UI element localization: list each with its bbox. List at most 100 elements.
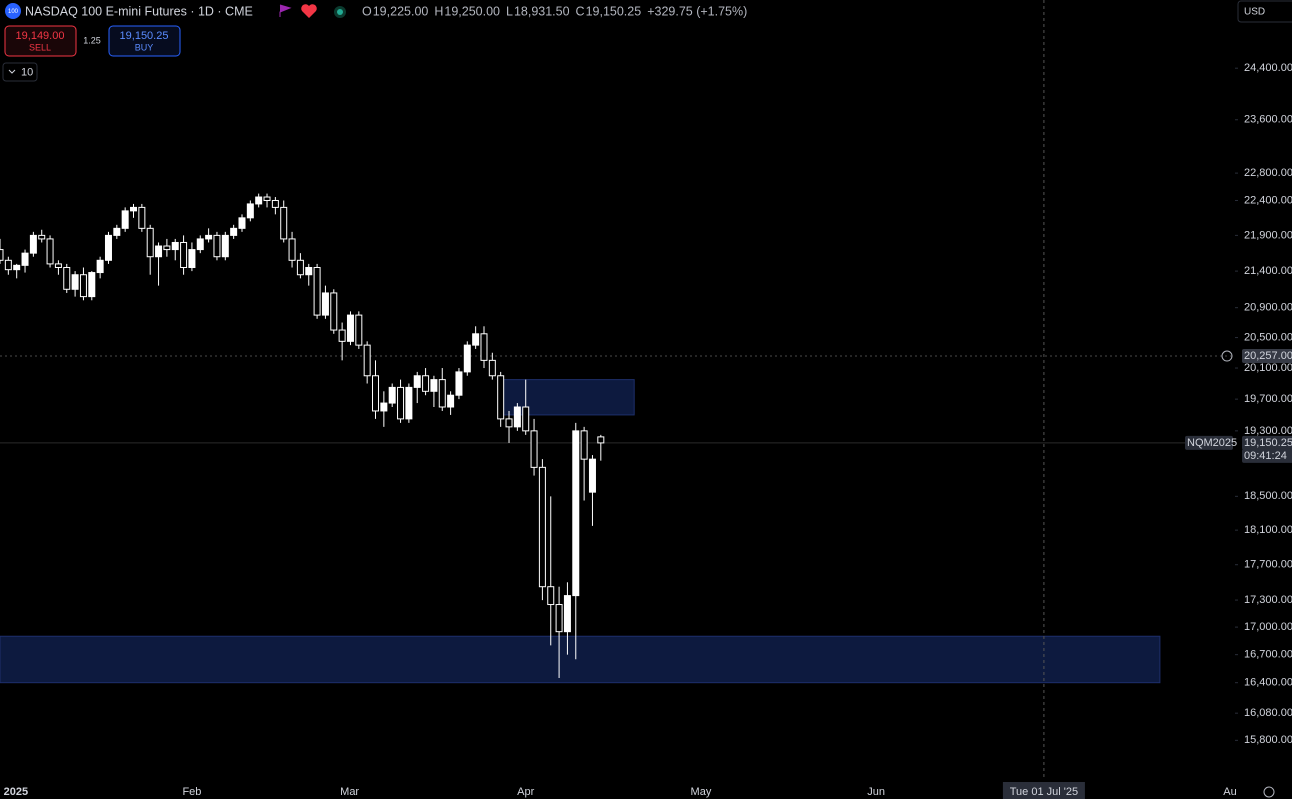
candle-body	[4, 259, 12, 271]
candle-body	[196, 238, 204, 251]
x-tick-label: May	[691, 786, 712, 798]
candle-body	[171, 241, 179, 251]
axes: 24,400.00 23,600.00 22,800.00 22,400.00 21,9…	[4, 62, 1292, 799]
currency: USD	[1244, 7, 1265, 18]
logo-text: 100	[8, 9, 19, 15]
candle-body	[0, 249, 4, 261]
buy-price: 19,150.25	[120, 30, 169, 42]
candle-body	[455, 371, 463, 396]
candle-body	[321, 292, 329, 316]
logo	[5, 3, 21, 19]
candle-body	[38, 234, 46, 240]
candle-body	[13, 264, 21, 271]
candle-body	[238, 217, 246, 229]
y-tick-label: 24,400.00	[1244, 62, 1292, 74]
y-tick-label: 17,700.00	[1244, 559, 1292, 571]
price-line-label: 20,257.00	[1244, 350, 1292, 362]
candle-body	[71, 274, 79, 290]
buy-button[interactable]	[108, 25, 181, 57]
change: +329.75 (+1.75%)	[647, 4, 747, 18]
candle-body	[355, 314, 363, 346]
candle-body	[263, 196, 271, 201]
x-tick-label: Apr	[517, 786, 534, 798]
indicators-count: 10	[21, 66, 33, 78]
y-tick-label: 22,800.00	[1244, 167, 1292, 179]
status-dot	[337, 9, 343, 15]
candle-body	[63, 267, 71, 290]
spread: 1.25	[83, 35, 101, 45]
candle-body	[547, 586, 555, 606]
countdown-bg	[1242, 448, 1292, 463]
indicators-toggle[interactable]	[2, 62, 38, 82]
candle-body	[296, 259, 304, 276]
y-tick-label: 21,400.00	[1244, 265, 1292, 277]
candle-body	[205, 234, 213, 240]
candle-body	[113, 227, 121, 236]
candle-body	[221, 234, 229, 258]
candle-body	[447, 394, 455, 408]
candle-body	[530, 430, 538, 468]
candle-body	[146, 227, 154, 258]
candle-body	[280, 206, 288, 240]
ohlc-key: O	[362, 4, 372, 18]
sell-price: 19,149.00	[16, 30, 65, 42]
candle-body	[463, 344, 471, 373]
candle-body	[88, 272, 96, 298]
y-tick-label: 19,300.00	[1244, 425, 1292, 437]
candle-body	[413, 375, 421, 388]
zone	[0, 635, 1161, 684]
candle-body	[246, 203, 254, 219]
candle-body	[213, 234, 221, 258]
candle-body	[522, 406, 530, 432]
candle-body	[505, 418, 513, 428]
x-tick-label: Feb	[182, 786, 201, 798]
y-tick-label: 18,500.00	[1244, 490, 1292, 502]
candle-body	[130, 206, 138, 212]
y-tick-label: 18,100.00	[1244, 524, 1292, 536]
candle-body	[346, 314, 354, 342]
y-tick-label: 16,080.00	[1244, 707, 1292, 719]
y-tick-label: 15,800.00	[1244, 734, 1292, 746]
price-line-label-bg	[1242, 435, 1292, 450]
ohlc: O 19,225.00 H 19,250.00 L 18,931.50 C 19,150.25	[362, 4, 641, 18]
flag-icon[interactable]	[279, 4, 292, 17]
settings-icon[interactable]	[1263, 786, 1275, 798]
candle-body	[21, 252, 29, 266]
y-tick-label: 20,500.00	[1244, 331, 1292, 343]
candle-body	[513, 406, 521, 428]
candle-body	[29, 234, 37, 254]
ohlc-value: 19,250.00	[444, 4, 500, 18]
candle-body	[54, 263, 62, 269]
candle-body	[330, 292, 338, 331]
y-tick-label: 23,600.00	[1244, 114, 1292, 126]
symbol-tag-bg	[1185, 435, 1233, 450]
candle-body	[380, 402, 388, 412]
candle-body	[572, 430, 580, 597]
price-line-label: 19,150.25	[1244, 437, 1292, 449]
candle-body	[488, 359, 496, 377]
candle-body	[405, 386, 413, 420]
candle-body	[271, 199, 279, 208]
symbol-title[interactable]: NASDAQ 100 E-mini Futures · 1D · CME	[25, 4, 253, 18]
candle-body	[230, 227, 238, 236]
y-tick-label: 17,300.00	[1244, 594, 1292, 606]
candle-body	[104, 234, 112, 261]
ohlc-value: 19,225.00	[373, 4, 429, 18]
y-tick-label: 17,000.00	[1244, 621, 1292, 633]
currency-button[interactable]	[1237, 0, 1292, 23]
ohlc-key: C	[576, 4, 585, 18]
y-tick-label: 16,400.00	[1244, 677, 1292, 689]
y-tick-label: 20,100.00	[1244, 362, 1292, 374]
x-tick-label: Mar	[340, 786, 359, 798]
candle-body	[305, 267, 313, 276]
candle-body	[338, 329, 346, 342]
alert-icon	[1221, 350, 1233, 362]
candle-body	[472, 333, 480, 346]
heart-icon[interactable]	[301, 4, 317, 18]
sell-button[interactable]	[4, 25, 77, 57]
y-tick-label: 22,400.00	[1244, 194, 1292, 206]
candle-body	[438, 379, 446, 408]
candle-body	[96, 259, 104, 274]
